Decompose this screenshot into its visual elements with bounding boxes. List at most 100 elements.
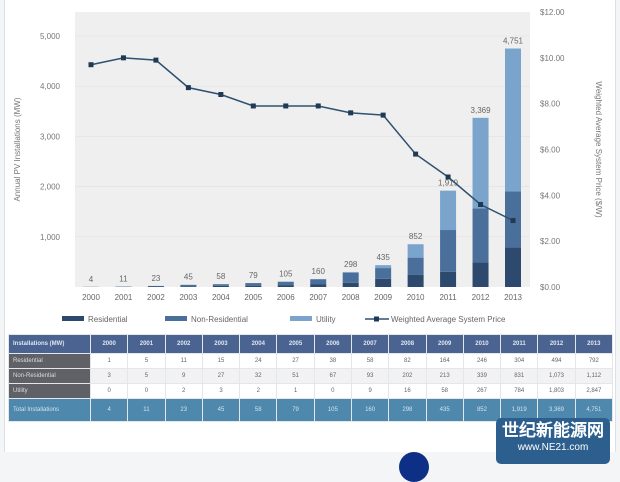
- price-point: [121, 55, 126, 60]
- table-cell: 784: [501, 384, 538, 399]
- bar-residential: [278, 285, 294, 287]
- table-year-header: 2000: [91, 335, 128, 354]
- table-cell: 1,803: [538, 384, 575, 399]
- bar-utility: [375, 265, 391, 268]
- x-tick-label: 2009: [374, 293, 392, 302]
- y-tick-label: 1,000: [40, 233, 61, 242]
- y-right-axis-title: Weighted Average System Price ($/W): [594, 81, 603, 218]
- table-year-header: 2003: [202, 335, 239, 354]
- table-cell: 494: [538, 354, 575, 369]
- price-point: [348, 110, 353, 115]
- bar-residential: [408, 275, 424, 287]
- table-cell: 304: [501, 354, 538, 369]
- price-point: [89, 62, 94, 67]
- blue-circle-icon: [399, 452, 429, 482]
- table-year-header: 2006: [314, 335, 351, 354]
- table-cell: 82: [389, 354, 426, 369]
- table-cell: 246: [463, 354, 500, 369]
- total-data-label: 58: [216, 272, 225, 281]
- price-point: [446, 175, 451, 180]
- y-right-tick-label: $12.00: [540, 8, 565, 17]
- bar-non-residential: [440, 230, 456, 272]
- table-cell: 0: [91, 384, 128, 399]
- total-data-label: 4,751: [503, 36, 524, 45]
- table-cell: 11: [165, 354, 202, 369]
- table-year-header: 2011: [501, 335, 538, 354]
- bar-utility: [440, 191, 456, 230]
- table-cell: 267: [463, 384, 500, 399]
- table-header-label: Installations (MW): [9, 335, 91, 354]
- y-right-tick-label: $2.00: [540, 237, 561, 246]
- bar-non-residential: [180, 285, 196, 286]
- legend-label: Residential: [88, 315, 128, 324]
- table-cell: 45: [202, 399, 239, 422]
- table-cell: 1: [91, 354, 128, 369]
- bar-non-residential: [375, 268, 391, 279]
- table-cell: 38: [314, 354, 351, 369]
- bar-non-residential: [245, 283, 261, 286]
- bar-non-residential: [278, 282, 294, 285]
- table-cell: 9: [165, 369, 202, 384]
- plot-area: [75, 12, 530, 287]
- table-cell: 339: [463, 369, 500, 384]
- bar-non-residential: [213, 284, 229, 286]
- x-tick-label: 2012: [472, 293, 490, 302]
- bar-residential: [505, 247, 521, 287]
- table-cell: 852: [463, 399, 500, 422]
- table-cell: 105: [314, 399, 351, 422]
- table-cell: 16: [389, 384, 426, 399]
- table-cell: 2: [240, 384, 277, 399]
- legend-swatch: [62, 316, 84, 321]
- table-cell: 4: [91, 399, 128, 422]
- y-tick-label: 4,000: [40, 82, 61, 91]
- price-point: [316, 103, 321, 108]
- bar-non-residential: [408, 258, 424, 275]
- table-cell: 160: [351, 399, 388, 422]
- total-data-label: 79: [249, 271, 258, 280]
- table-cell: 58: [351, 354, 388, 369]
- x-tick-label: 2007: [309, 293, 327, 302]
- total-data-label: 3,369: [471, 106, 492, 115]
- bar-utility: [505, 48, 521, 191]
- table-cell: 15: [202, 354, 239, 369]
- price-point: [283, 103, 288, 108]
- table-year-header: 2012: [538, 335, 575, 354]
- price-point: [381, 113, 386, 118]
- legend-label: Utility: [316, 315, 336, 324]
- pv-installations-chart: 1,0002,0003,0004,0005,000$0.00$2.00$4.00…: [0, 0, 620, 332]
- bar-utility: [473, 118, 489, 209]
- x-tick-label: 2000: [82, 293, 100, 302]
- bar-non-residential: [310, 279, 326, 284]
- bar-residential: [148, 286, 164, 287]
- y-right-tick-label: $6.00: [540, 146, 561, 155]
- table-cell: 298: [389, 399, 426, 422]
- table-cell: 5: [128, 354, 165, 369]
- y-right-tick-label: $0.00: [540, 283, 561, 292]
- row-label: Utility: [9, 384, 91, 399]
- total-data-label: 11: [119, 274, 128, 283]
- x-tick-label: 2003: [179, 293, 197, 302]
- total-data-label: 435: [376, 253, 390, 262]
- watermark-logo: 世纪新能源网 www.NE21.com: [496, 418, 610, 464]
- total-data-label: 160: [312, 267, 326, 276]
- table-cell: 1: [277, 384, 314, 399]
- x-tick-label: 2002: [147, 293, 165, 302]
- row-label: Total Installations: [9, 399, 91, 422]
- price-point: [186, 85, 191, 90]
- table-year-header: 2002: [165, 335, 202, 354]
- table-cell: 58: [426, 384, 463, 399]
- table-year-header: 2009: [426, 335, 463, 354]
- bar-utility: [408, 244, 424, 257]
- y-axis-title: Annual PV Installations (MW): [13, 97, 22, 201]
- table-cell: 0: [128, 384, 165, 399]
- table-cell: 93: [351, 369, 388, 384]
- table-cell: 79: [277, 399, 314, 422]
- y-right-tick-label: $4.00: [540, 191, 561, 200]
- x-tick-label: 2004: [212, 293, 230, 302]
- table-cell: 32: [240, 369, 277, 384]
- bar-residential: [180, 286, 196, 287]
- bar-residential: [245, 286, 261, 287]
- x-tick-label: 2013: [504, 293, 522, 302]
